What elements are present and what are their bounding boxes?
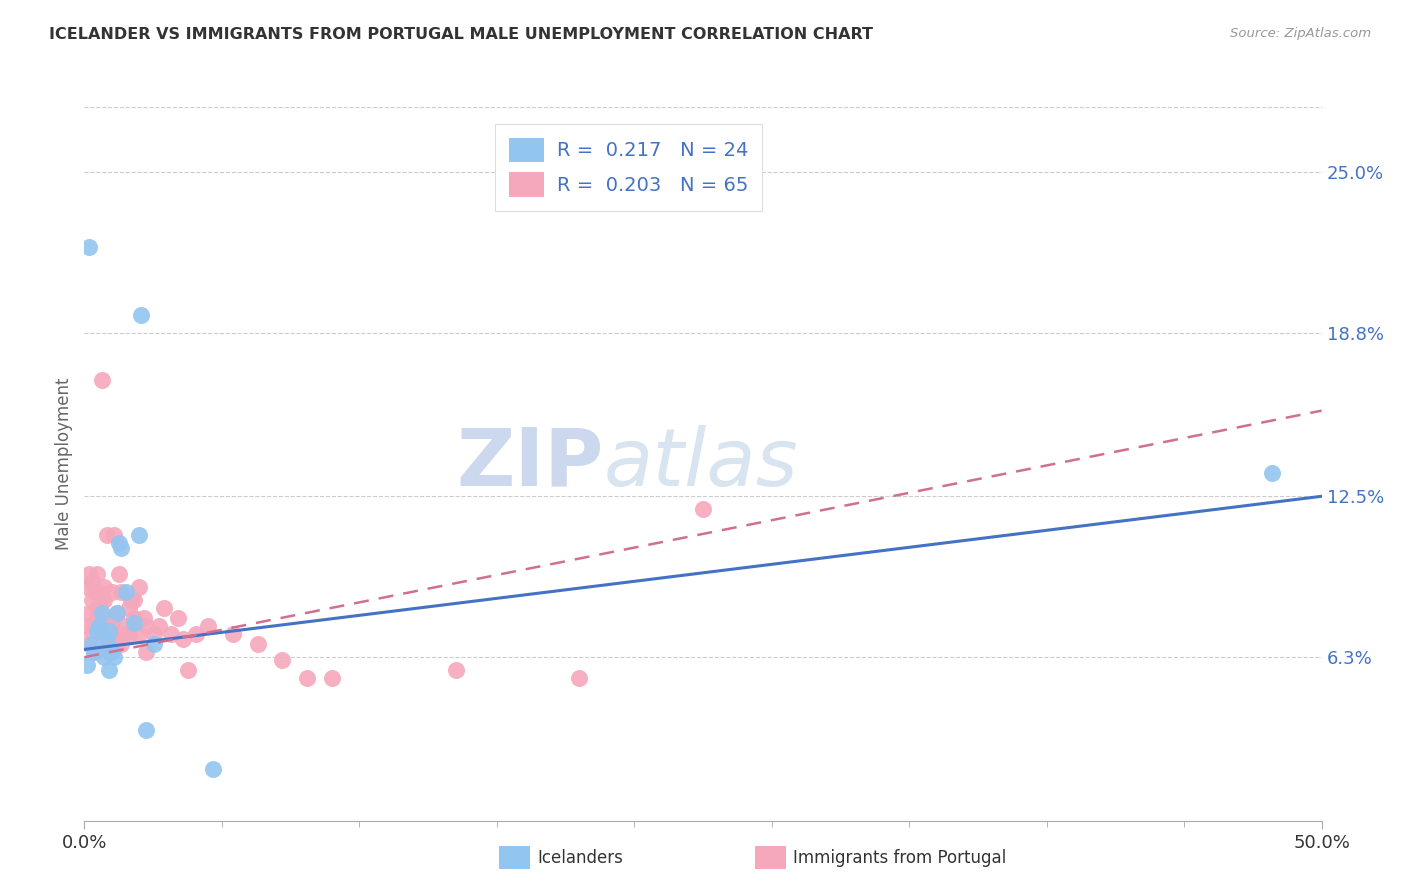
- Point: [110, 637, 132, 651]
- Point: [103, 528, 125, 542]
- Point: [100, 585, 122, 599]
- Point: [444, 663, 467, 677]
- Point: [112, 619, 135, 633]
- Point: [118, 600, 141, 615]
- Point: [142, 637, 165, 651]
- Point: [152, 600, 174, 615]
- Point: [122, 611, 145, 625]
- Point: [118, 627, 141, 641]
- Point: [98, 663, 121, 677]
- Point: [93, 580, 115, 594]
- Point: [90, 624, 112, 639]
- Point: [128, 627, 150, 641]
- Point: [100, 645, 122, 659]
- Point: [105, 606, 128, 620]
- Point: [135, 645, 157, 659]
- Point: [98, 611, 121, 625]
- Point: [692, 502, 714, 516]
- Point: [96, 528, 118, 542]
- Point: [90, 593, 112, 607]
- Point: [222, 627, 245, 641]
- Point: [112, 627, 135, 641]
- Point: [202, 762, 225, 776]
- Point: [271, 653, 294, 667]
- Point: [79, 567, 101, 582]
- Point: [167, 611, 190, 625]
- Point: [122, 593, 145, 607]
- Point: [76, 657, 98, 672]
- Point: [129, 308, 152, 322]
- Point: [83, 645, 105, 659]
- Point: [115, 585, 138, 599]
- Point: [96, 637, 118, 651]
- Text: atlas: atlas: [605, 425, 799, 503]
- Point: [105, 637, 128, 651]
- Point: [93, 611, 115, 625]
- Point: [83, 619, 105, 633]
- Point: [184, 627, 207, 641]
- Point: [246, 637, 269, 651]
- Point: [132, 611, 155, 625]
- Text: ICELANDER VS IMMIGRANTS FROM PORTUGAL MALE UNEMPLOYMENT CORRELATION CHART: ICELANDER VS IMMIGRANTS FROM PORTUGAL MA…: [49, 27, 873, 42]
- Point: [80, 593, 103, 607]
- Point: [321, 671, 343, 685]
- Point: [76, 619, 98, 633]
- Point: [148, 619, 170, 633]
- Point: [89, 619, 111, 633]
- Point: [96, 632, 118, 646]
- Point: [83, 585, 105, 599]
- Point: [89, 585, 111, 599]
- Point: [90, 606, 112, 620]
- Point: [142, 627, 165, 641]
- Point: [93, 650, 115, 665]
- Text: Source: ZipAtlas.com: Source: ZipAtlas.com: [1230, 27, 1371, 40]
- Point: [80, 627, 103, 641]
- Point: [108, 567, 131, 582]
- Point: [177, 663, 200, 677]
- Point: [103, 650, 125, 665]
- Point: [98, 645, 121, 659]
- Point: [100, 616, 122, 631]
- Point: [89, 619, 111, 633]
- Point: [1261, 466, 1284, 480]
- Point: [135, 723, 157, 737]
- Point: [568, 671, 591, 685]
- Point: [80, 574, 103, 589]
- Legend: R =  0.217   N = 24, R =  0.203   N = 65: R = 0.217 N = 24, R = 0.203 N = 65: [495, 124, 762, 211]
- Text: Immigrants from Portugal: Immigrants from Portugal: [793, 849, 1007, 867]
- Point: [89, 600, 111, 615]
- Point: [79, 637, 101, 651]
- Point: [105, 606, 128, 620]
- Point: [98, 624, 121, 639]
- Point: [120, 593, 142, 607]
- Point: [76, 580, 98, 594]
- Point: [86, 624, 108, 639]
- Point: [128, 580, 150, 594]
- Text: Icelanders: Icelanders: [537, 849, 623, 867]
- Point: [172, 632, 194, 646]
- Point: [93, 593, 115, 607]
- Point: [122, 616, 145, 631]
- Point: [110, 585, 132, 599]
- Point: [90, 372, 112, 386]
- Point: [160, 627, 183, 641]
- Point: [86, 567, 108, 582]
- Point: [83, 645, 105, 659]
- Point: [295, 671, 318, 685]
- Point: [110, 541, 132, 556]
- Point: [135, 619, 157, 633]
- Point: [103, 627, 125, 641]
- Point: [80, 637, 103, 651]
- Point: [79, 606, 101, 620]
- Point: [128, 528, 150, 542]
- Y-axis label: Male Unemployment: Male Unemployment: [55, 377, 73, 550]
- Point: [79, 240, 101, 254]
- Point: [86, 600, 108, 615]
- Point: [197, 619, 219, 633]
- Point: [86, 611, 108, 625]
- Point: [108, 536, 131, 550]
- Text: ZIP: ZIP: [457, 425, 605, 503]
